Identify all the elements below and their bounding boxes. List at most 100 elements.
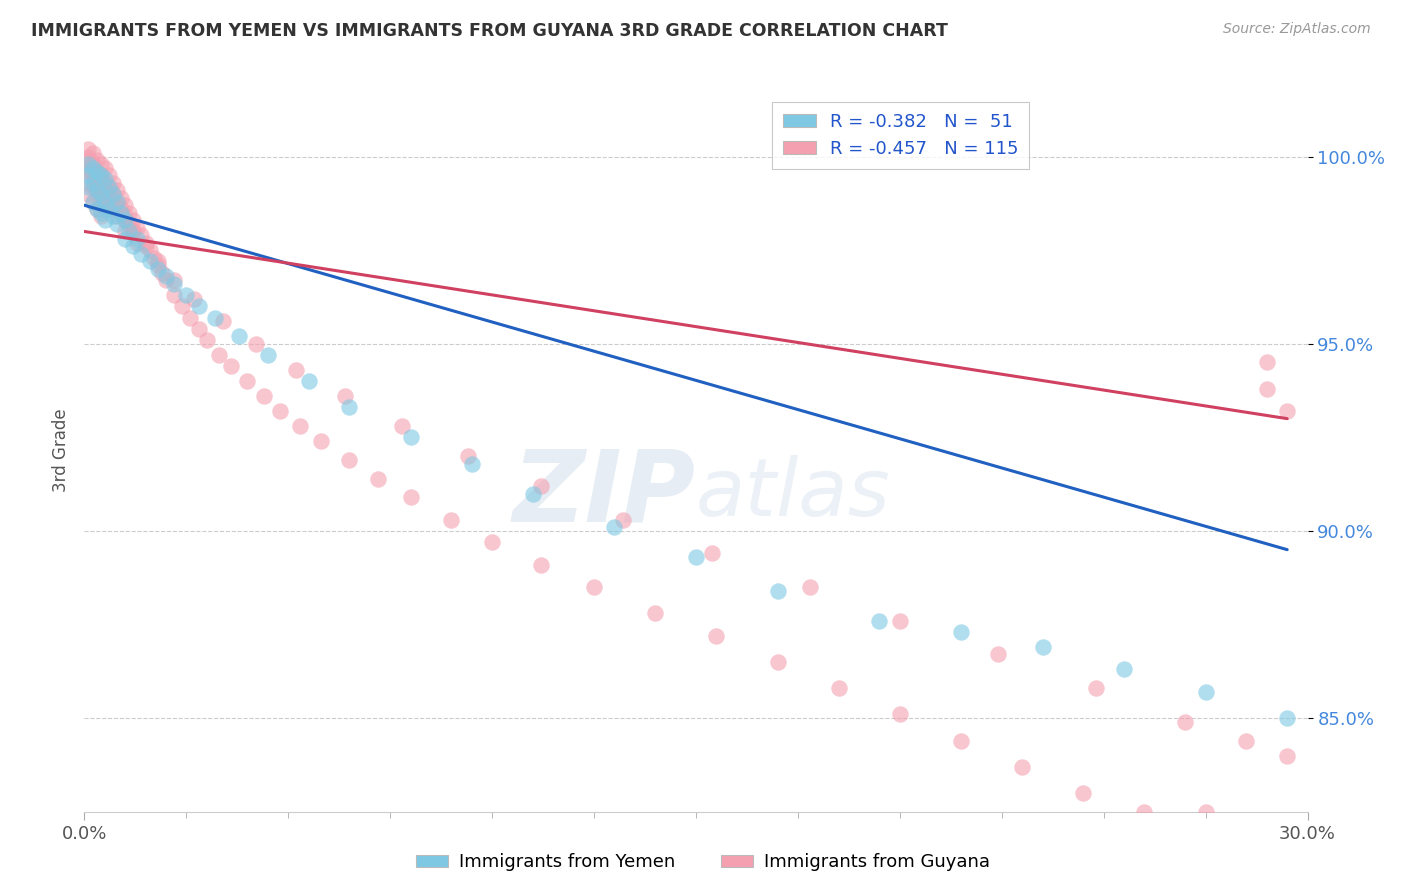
- Point: [82, 145, 104, 160]
- Point: [93, 187, 115, 202]
- Point: [146, 261, 169, 276]
- Point: [82, 169, 104, 183]
- Point: [290, 419, 312, 434]
- Point: [86, 176, 108, 190]
- Point: [367, 471, 389, 485]
- Point: [77, 153, 100, 168]
- Point: [86, 164, 108, 178]
- Point: [90, 205, 112, 219]
- Point: [90, 210, 112, 224]
- Point: [110, 191, 132, 205]
- Point: [82, 157, 104, 171]
- Point: [97, 179, 120, 194]
- Point: [97, 179, 120, 194]
- Point: [86, 176, 108, 190]
- Point: [889, 614, 911, 628]
- Point: [142, 251, 165, 265]
- Point: [179, 310, 201, 325]
- Point: [298, 374, 321, 388]
- Point: [122, 224, 145, 238]
- Point: [101, 176, 124, 190]
- Point: [131, 228, 153, 243]
- Point: [93, 176, 115, 190]
- Point: [950, 625, 973, 640]
- Point: [97, 187, 120, 202]
- Point: [82, 176, 104, 190]
- Point: [889, 707, 911, 722]
- Point: [82, 194, 104, 209]
- Point: [399, 490, 422, 504]
- Point: [114, 198, 136, 212]
- Point: [228, 329, 250, 343]
- Point: [1073, 786, 1095, 800]
- Point: [127, 232, 149, 246]
- Point: [131, 247, 153, 261]
- Point: [77, 161, 100, 175]
- Point: [530, 558, 553, 572]
- Point: [987, 648, 1010, 662]
- Point: [530, 479, 553, 493]
- Point: [77, 142, 100, 156]
- Y-axis label: 3rd Grade: 3rd Grade: [52, 409, 70, 492]
- Text: Source: ZipAtlas.com: Source: ZipAtlas.com: [1223, 22, 1371, 37]
- Point: [135, 239, 157, 253]
- Point: [77, 150, 100, 164]
- Text: IMMIGRANTS FROM YEMEN VS IMMIGRANTS FROM GUYANA 3RD GRADE CORRELATION CHART: IMMIGRANTS FROM YEMEN VS IMMIGRANTS FROM…: [31, 22, 948, 40]
- Point: [135, 235, 157, 250]
- Point: [163, 277, 186, 291]
- Point: [105, 217, 128, 231]
- Point: [172, 299, 194, 313]
- Point: [114, 213, 136, 227]
- Point: [118, 217, 141, 231]
- Point: [77, 187, 100, 202]
- Point: [82, 169, 104, 183]
- Point: [208, 348, 231, 362]
- Point: [309, 434, 332, 449]
- Point: [93, 161, 115, 175]
- Point: [105, 210, 128, 224]
- Point: [1277, 404, 1299, 418]
- Point: [150, 266, 173, 280]
- Point: [82, 161, 104, 175]
- Point: [644, 607, 666, 621]
- Point: [950, 733, 973, 747]
- Point: [163, 288, 186, 302]
- Point: [146, 258, 169, 272]
- Point: [1133, 805, 1156, 819]
- Point: [440, 513, 463, 527]
- Point: [245, 336, 267, 351]
- Point: [583, 580, 606, 594]
- Point: [122, 239, 145, 253]
- Point: [612, 513, 634, 527]
- Point: [766, 583, 789, 598]
- Point: [77, 157, 100, 171]
- Point: [118, 224, 141, 238]
- Point: [187, 299, 209, 313]
- Point: [766, 655, 789, 669]
- Point: [1277, 748, 1299, 763]
- Point: [114, 210, 136, 224]
- Point: [101, 187, 124, 202]
- Point: [90, 169, 112, 183]
- Point: [101, 187, 124, 202]
- Point: [174, 288, 197, 302]
- Point: [138, 243, 160, 257]
- Point: [138, 254, 160, 268]
- Point: [105, 183, 128, 197]
- Point: [204, 310, 226, 325]
- Point: [1256, 355, 1278, 369]
- Point: [93, 172, 115, 186]
- Point: [77, 169, 100, 183]
- Point: [1011, 760, 1033, 774]
- Point: [1084, 681, 1107, 696]
- Point: [86, 202, 108, 216]
- Point: [391, 419, 413, 434]
- Point: [110, 202, 132, 216]
- Point: [127, 220, 149, 235]
- Legend: R = -0.382   N =  51, R = -0.457   N = 115: R = -0.382 N = 51, R = -0.457 N = 115: [772, 102, 1029, 169]
- Point: [799, 580, 821, 594]
- Point: [97, 194, 120, 209]
- Point: [702, 546, 724, 560]
- Point: [97, 202, 120, 216]
- Point: [236, 374, 259, 388]
